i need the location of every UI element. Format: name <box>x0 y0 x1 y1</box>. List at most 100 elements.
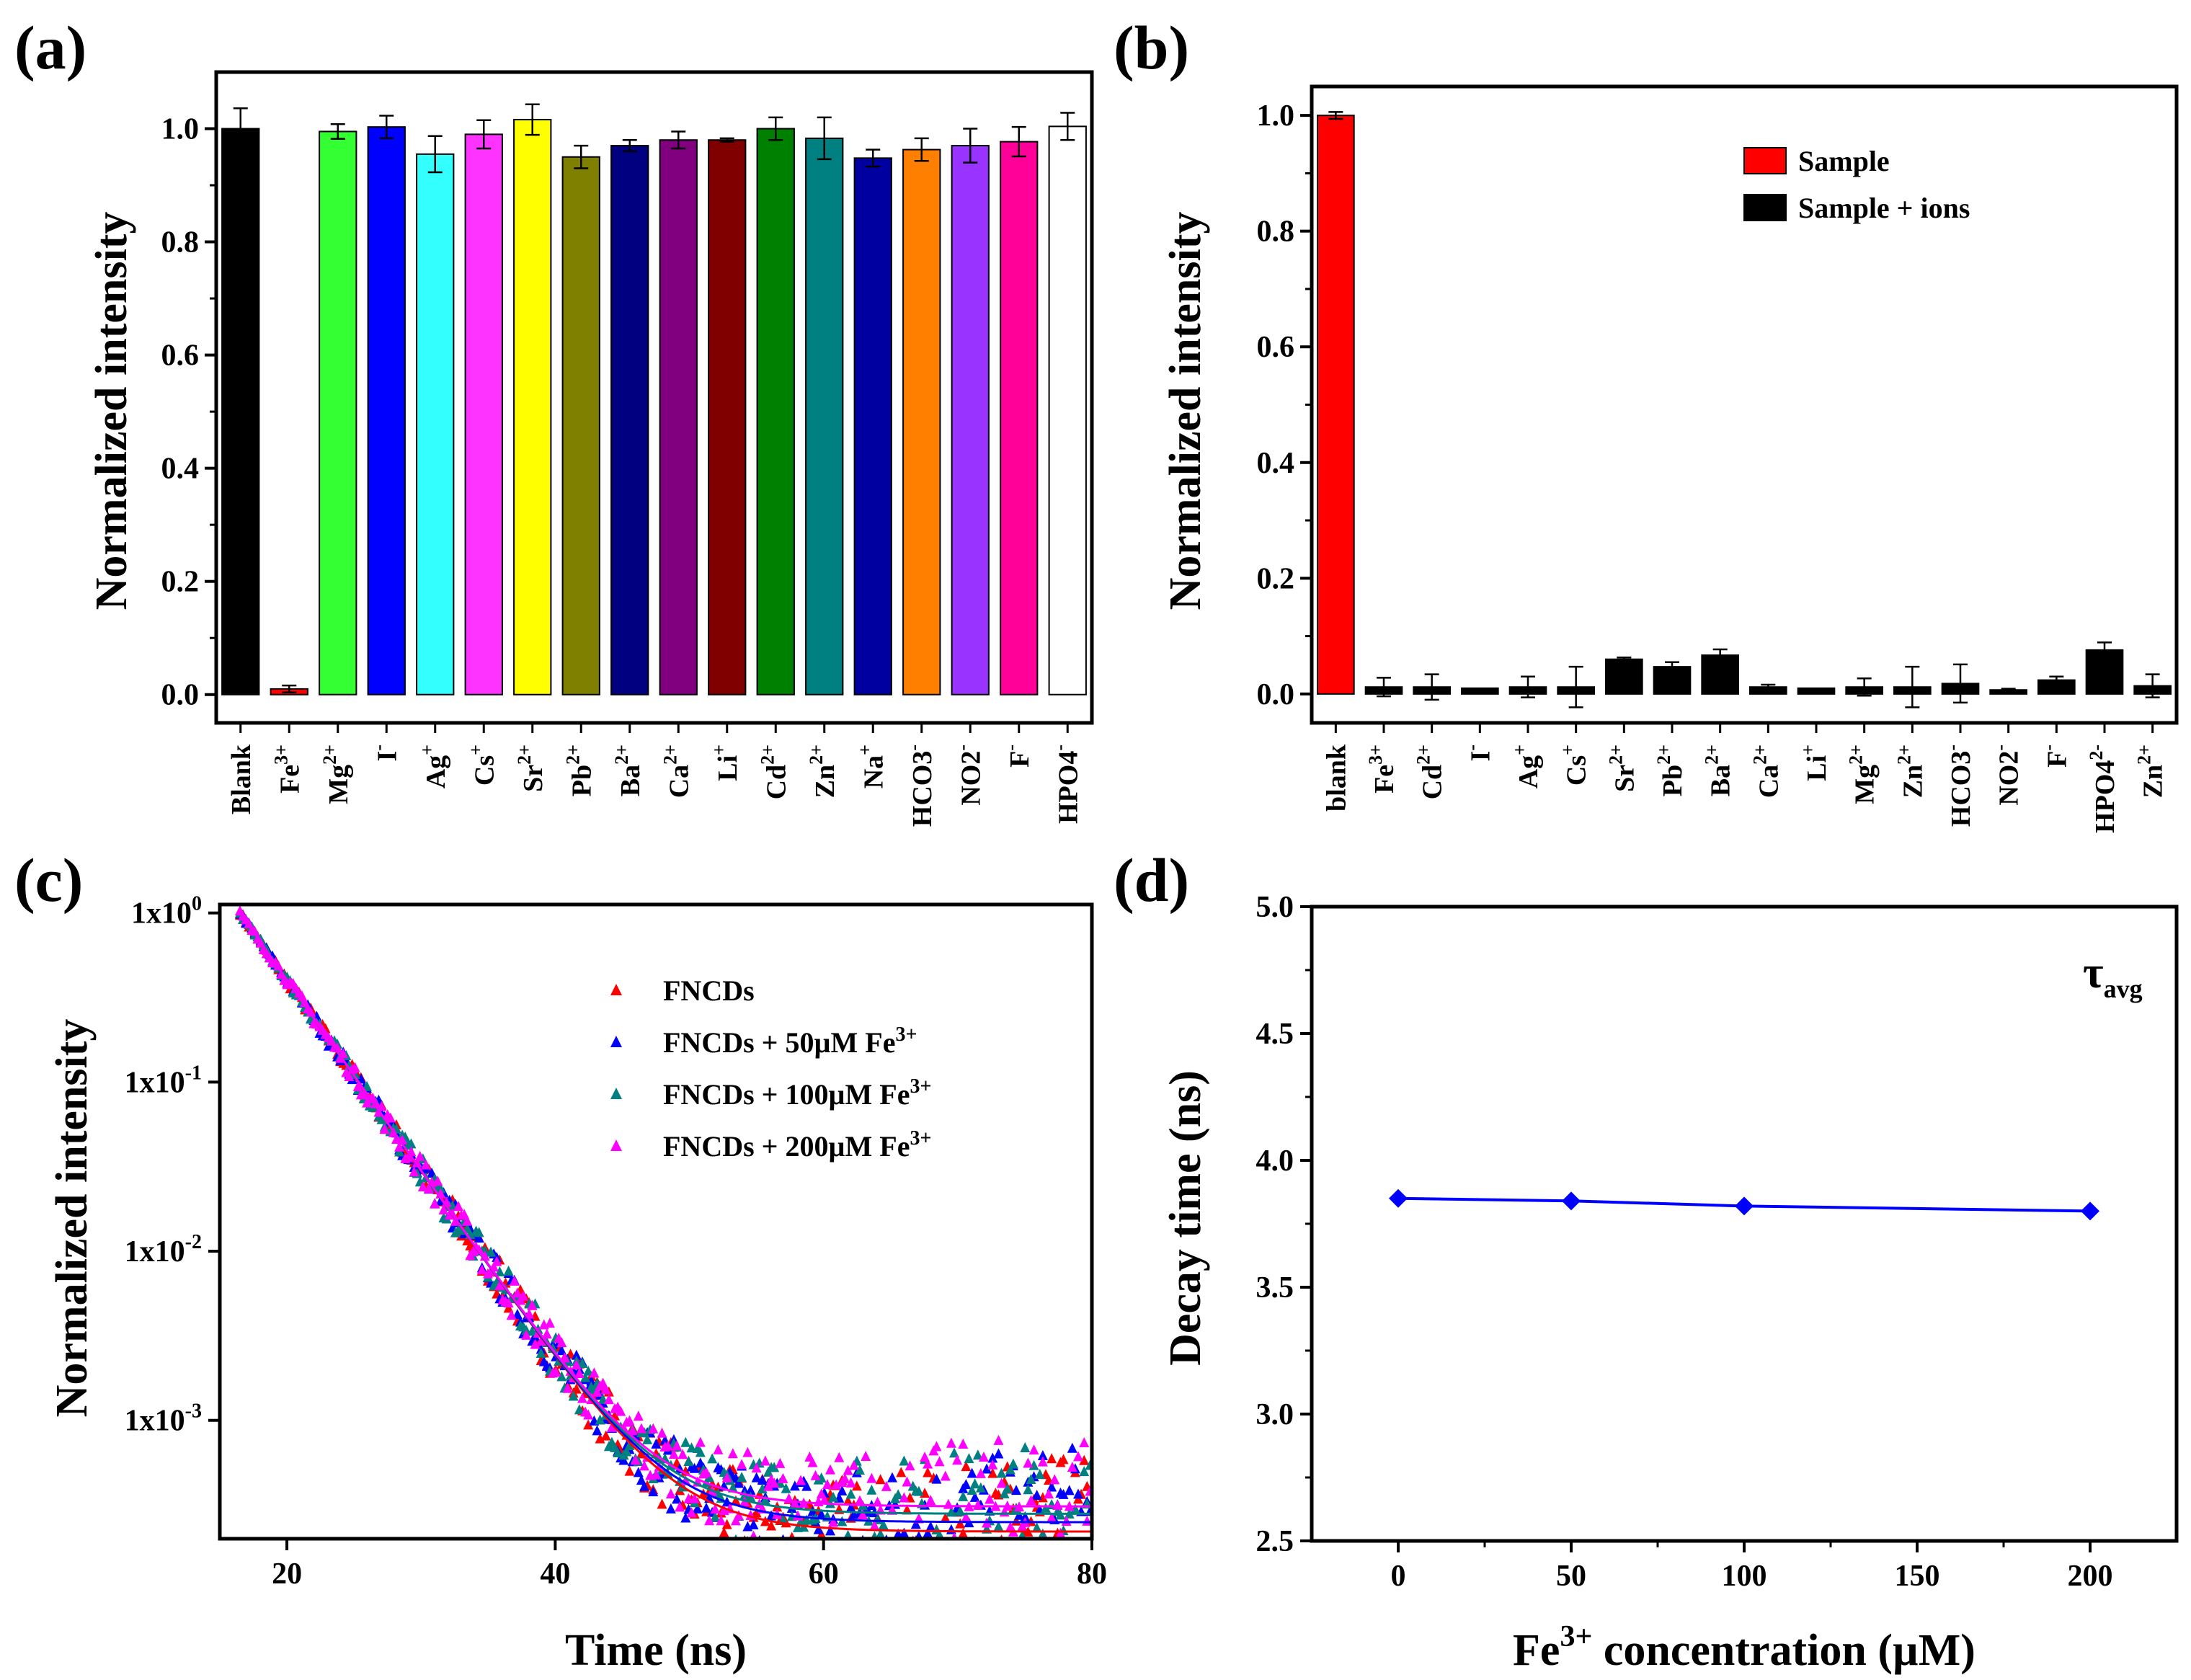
data-point-c <box>769 1477 780 1488</box>
category-label-a-0: Blank <box>226 744 257 814</box>
data-point-c <box>1026 1473 1036 1484</box>
data-point-c <box>474 1232 484 1243</box>
data-point-c <box>757 1475 768 1485</box>
legend-label-sample-ions: Sample + ions <box>1798 192 1970 224</box>
data-point-c <box>633 1467 644 1477</box>
data-point-c <box>589 1367 600 1378</box>
data-point-c <box>521 1329 532 1340</box>
data-point-c <box>769 1462 780 1472</box>
data-point-c <box>518 1290 529 1301</box>
data-point-c <box>993 1434 1004 1445</box>
data-point-c <box>964 1453 974 1464</box>
data-point-c <box>801 1480 812 1491</box>
data-point-c <box>677 1449 688 1459</box>
data-point-c <box>580 1372 591 1382</box>
data-point-c <box>1065 1590 1075 1600</box>
data-point-c <box>592 1386 603 1397</box>
data-point-c <box>249 925 260 936</box>
category-label-b-17: Zn2+ <box>2134 745 2169 798</box>
category-label-b-11: Mg2+ <box>1846 745 1880 804</box>
data-point-c <box>462 1215 473 1226</box>
data-point-c <box>890 1547 900 1557</box>
y-tick-label-d-0: 2.5 <box>1256 1525 1294 1558</box>
data-point-c <box>613 1447 623 1458</box>
data-point-c <box>1032 1555 1042 1565</box>
data-point-c <box>804 1541 814 1551</box>
data-point-c <box>734 1477 745 1488</box>
data-point-c <box>1062 1586 1072 1596</box>
data-point-c <box>745 1491 756 1502</box>
data-point-c <box>486 1246 497 1257</box>
data-point-c <box>648 1486 659 1497</box>
panel-b-plot: 0.0 0.2 0.4 0.6 0.8 1.0 blank Fe3+ Cd2+ I- Ag+ Cs+ S… <box>1257 99 2172 833</box>
data-point-c <box>975 1467 986 1478</box>
bar-a-9 <box>659 139 698 695</box>
data-point-c <box>970 1550 980 1560</box>
data-point-c <box>881 1567 892 1577</box>
data-point-c <box>1062 1547 1072 1557</box>
data-point-c <box>1067 1462 1077 1472</box>
data-point-c <box>376 1101 387 1111</box>
data-point-c <box>913 1485 924 1496</box>
data-point-c <box>869 1520 880 1531</box>
data-point-c <box>1031 1522 1042 1533</box>
data-point-c <box>946 1437 956 1448</box>
data-point-c <box>781 1542 791 1552</box>
data-point-c <box>1079 1466 1090 1477</box>
data-point-c <box>1061 1516 1072 1526</box>
data-point-c <box>704 1515 715 1526</box>
bar-a-17 <box>1048 125 1087 695</box>
data-point-c <box>727 1448 738 1459</box>
data-point-c <box>843 1529 853 1539</box>
data-point-c <box>615 1405 626 1416</box>
data-point-c <box>851 1480 862 1491</box>
data-point-c <box>861 1545 871 1555</box>
data-point-c <box>474 1227 484 1237</box>
data-point-c <box>861 1570 871 1581</box>
data-point-c <box>710 1511 721 1522</box>
data-point-c <box>854 1464 865 1475</box>
panel-d-plot: 0 50 100 150 200 2.5 3.0 3.5 4.0 4.5 5.0 <box>1256 891 2113 1593</box>
data-point-c <box>503 1302 514 1313</box>
data-point-c <box>972 1499 983 1510</box>
category-label-b-16: HPO42- <box>2086 745 2120 833</box>
data-point-c <box>943 1568 954 1578</box>
data-point-c <box>571 1383 582 1394</box>
panel-a-frame <box>214 70 1094 725</box>
data-point-c <box>648 1423 659 1434</box>
data-point-c <box>459 1209 470 1219</box>
data-point-c <box>657 1498 667 1509</box>
data-point-c <box>881 1542 892 1552</box>
legend-label-100uM: FNCDs + 100µM Fe3+ <box>663 1075 931 1111</box>
data-point-c <box>668 1449 679 1459</box>
category-label-b-6: Sr2+ <box>1605 745 1640 792</box>
data-point-c <box>391 1134 401 1145</box>
data-point-c <box>592 1425 603 1436</box>
data-point-c <box>379 1124 390 1134</box>
data-point-c <box>902 1557 912 1567</box>
data-point-c <box>834 1546 844 1556</box>
panel-d-y-title: Decay time (ns) <box>1161 1070 1210 1366</box>
data-point-c <box>1067 1442 1077 1453</box>
y-tick-label-a-0: 0.0 <box>161 679 200 712</box>
data-point-c <box>737 1459 747 1470</box>
data-point-c <box>923 1527 933 1538</box>
legend-marker-fncds <box>610 984 622 995</box>
data-point-c <box>961 1511 972 1522</box>
data-point-c <box>999 1488 1010 1498</box>
data-point-c <box>680 1436 691 1447</box>
data-point-c <box>840 1573 850 1583</box>
data-point-c <box>931 1441 942 1452</box>
data-point-c <box>825 1525 835 1536</box>
legend-marker-50uM <box>610 1036 622 1047</box>
data-point-c <box>997 1581 1007 1591</box>
data-point-c <box>837 1516 848 1526</box>
data-point-c <box>938 1539 948 1550</box>
data-point-c <box>745 1484 756 1495</box>
panel-b: (b) Normalized intensity 0.0 0.2 0.4 0.6 0.8… <box>1114 13 2179 833</box>
data-point-c <box>775 1551 785 1561</box>
data-point-c <box>990 1556 1000 1566</box>
data-point-c <box>662 1468 673 1479</box>
data-point-c <box>665 1503 676 1514</box>
data-point-c <box>905 1554 915 1564</box>
